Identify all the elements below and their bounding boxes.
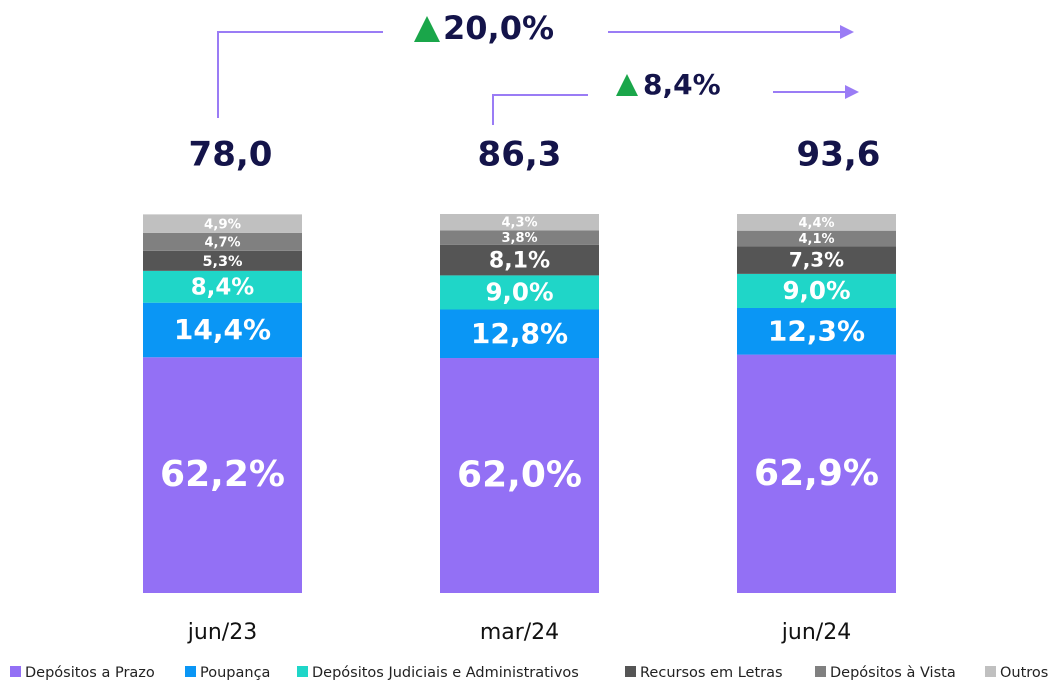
segment-label: 7,3% <box>789 249 844 272</box>
segment-label: 14,4% <box>174 313 271 346</box>
segment-label: 12,8% <box>471 317 568 350</box>
bar-segment <box>143 302 302 358</box>
legend-swatch <box>10 666 21 677</box>
legend-swatch <box>985 666 996 677</box>
bar-segment <box>737 230 896 247</box>
legend-swatch <box>815 666 826 677</box>
bar-segment <box>440 230 599 245</box>
legend-label: Recursos em Letras <box>640 665 783 680</box>
legend-swatch <box>625 666 636 677</box>
annotation-label: 8,4% <box>643 68 721 101</box>
segment-label: 5,3% <box>202 254 243 270</box>
total-label: 93,6 <box>797 135 881 175</box>
up-triangle <box>616 74 638 96</box>
up-triangle <box>414 16 440 42</box>
legend-label: Depósitos à Vista <box>830 665 956 680</box>
segment-label: 9,0% <box>782 276 850 305</box>
legend-label: Depósitos Judiciais e Administrativos <box>312 665 579 680</box>
bar-segment <box>143 270 302 303</box>
segment-label: 8,1% <box>489 248 550 274</box>
legend-label: Outros <box>1000 665 1048 680</box>
legend-swatch <box>297 666 308 677</box>
total-label: 78,0 <box>189 135 273 175</box>
bar-segment <box>440 358 599 593</box>
x-tick-label: jun/23 <box>187 620 257 645</box>
segment-label: 9,0% <box>485 277 553 306</box>
segment-label: 62,2% <box>160 454 285 495</box>
bar-segment <box>143 357 302 593</box>
x-tick-label: jun/24 <box>781 620 851 645</box>
annotation-label: 20,0% <box>443 9 554 47</box>
bar-segment <box>143 250 302 271</box>
segment-label: 62,9% <box>754 453 879 494</box>
segment-label: 4,4% <box>798 216 834 231</box>
annotation-connector <box>492 94 588 125</box>
total-label: 86,3 <box>478 135 562 175</box>
arrow-head <box>840 25 854 39</box>
segment-label: 4,7% <box>204 235 240 250</box>
segment-label: 8,4% <box>191 274 255 300</box>
segment-label: 3,8% <box>501 231 537 246</box>
bar-segment <box>440 275 599 310</box>
segment-label: 4,1% <box>798 232 834 247</box>
annotation-connector <box>217 31 383 118</box>
segment-label: 4,3% <box>501 216 537 231</box>
bar-segment <box>737 273 896 308</box>
legend-label: Poupança <box>200 665 270 680</box>
bar-segment <box>440 309 599 359</box>
legend-swatch <box>185 666 196 677</box>
legend-label: Depósitos a Prazo <box>25 665 155 680</box>
arrow-head <box>845 85 859 99</box>
segment-label: 12,3% <box>768 314 865 347</box>
bar-segment <box>440 244 599 276</box>
bar-segment <box>440 214 599 231</box>
bar-segment <box>737 214 896 231</box>
segment-label: 4,9% <box>204 218 241 233</box>
bar-segment <box>737 354 896 593</box>
bar-segment <box>737 246 896 274</box>
segment-label: 62,0% <box>457 455 582 496</box>
bar-segment <box>143 214 302 233</box>
x-tick-label: mar/24 <box>480 620 559 645</box>
bar-segment <box>737 307 896 355</box>
bar-segment <box>143 232 302 251</box>
